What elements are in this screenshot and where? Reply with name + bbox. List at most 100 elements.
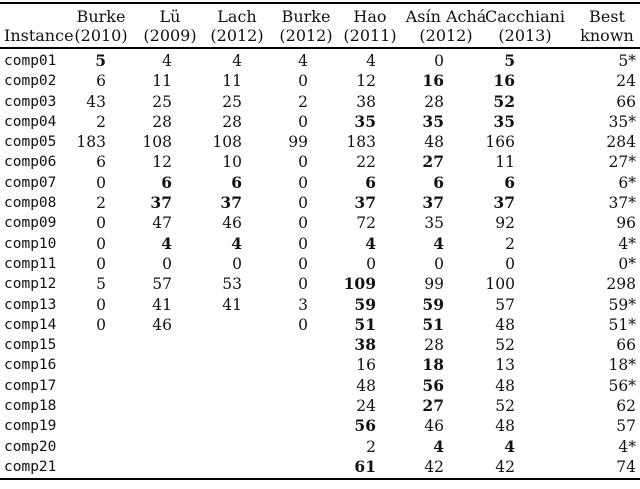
bottom-rule xyxy=(0,478,640,480)
value-cell: 62 xyxy=(616,397,636,416)
table-header: Instance Burke (2010) Lü (2009) Lach (2012) Bu… xyxy=(0,0,640,47)
value-cell: 6 xyxy=(231,172,242,192)
value-cell xyxy=(176,355,246,375)
value-cell: 52 xyxy=(495,397,515,416)
value-cell: 4 xyxy=(504,436,515,456)
instance-label: comp05 xyxy=(4,134,57,151)
table-row: comp05 183 108 108 99 183 48 166 284 xyxy=(0,132,640,152)
value-cell xyxy=(72,416,110,436)
column-header: Best known xyxy=(580,7,634,45)
instance-label: comp11 xyxy=(4,255,57,272)
table-row: comp17 48 56 48 56* xyxy=(0,376,640,396)
column-header-line1: Burke xyxy=(76,7,126,26)
value-cell: 27 xyxy=(422,152,444,172)
value-cell: 46 xyxy=(222,214,242,233)
column-header: Cacchiani (2013) xyxy=(485,7,565,45)
value-cell: 0 xyxy=(434,52,444,70)
column-header-instance: Instance xyxy=(4,26,74,45)
value-cell: 0 xyxy=(434,254,444,273)
value-cell: 2 xyxy=(366,437,376,456)
value-cell: 0 xyxy=(96,254,106,273)
table-row: comp11 0 0 0 0 0 0 0 0* xyxy=(0,254,640,274)
value-cell: 6 xyxy=(365,172,376,192)
value-cell: 57 xyxy=(616,417,636,436)
value-cell: 24 xyxy=(616,72,636,91)
value-cell xyxy=(246,335,312,355)
instance-label: comp15 xyxy=(4,337,57,354)
column-header: Burke (2012) xyxy=(279,7,332,45)
value-cell: 4 xyxy=(433,436,444,456)
value-cell: 0 xyxy=(505,254,515,273)
instance-label: comp18 xyxy=(4,398,57,415)
value-cell: 16 xyxy=(493,71,515,91)
value-cell: 0 xyxy=(298,112,308,131)
value-cell: 59 xyxy=(354,294,376,314)
value-cell xyxy=(246,437,312,457)
value-cell: 2 xyxy=(96,112,106,131)
value-cell: 47 xyxy=(152,214,172,233)
column-header-line2: (2012) xyxy=(419,26,473,45)
table-row: comp06 6 12 10 0 22 27 11 27* xyxy=(0,152,640,172)
value-cell xyxy=(110,396,176,416)
table-row: comp19 56 46 48 57 xyxy=(0,416,640,436)
value-cell: 3 xyxy=(298,295,308,314)
value-cell xyxy=(72,335,110,355)
value-cell xyxy=(72,355,110,375)
value-cell xyxy=(72,457,110,477)
value-cell: 4 xyxy=(161,233,172,253)
value-cell: 25 xyxy=(152,92,172,111)
value-cell: 37 xyxy=(150,193,172,213)
value-cell: 18 xyxy=(422,355,444,375)
table-row: comp20 2 4 4 4* xyxy=(0,437,640,457)
value-cell: 51 xyxy=(422,314,444,334)
value-cell: 74 xyxy=(616,457,636,476)
value-cell xyxy=(72,396,110,416)
value-cell: 6 xyxy=(504,172,515,192)
table-row: comp13 0 41 41 3 59 59 57 59* xyxy=(0,295,640,315)
value-cell: 0 xyxy=(298,254,308,273)
value-cell: 59 xyxy=(422,294,444,314)
value-cell: 0 xyxy=(96,173,106,192)
value-cell: 108 xyxy=(212,133,242,152)
table-row: comp03 43 25 25 2 38 28 52 66 xyxy=(0,92,640,112)
value-cell: 41 xyxy=(222,295,242,314)
top-rule xyxy=(0,2,640,4)
instance-label: comp02 xyxy=(4,73,57,90)
value-cell: 284 xyxy=(606,133,636,152)
column-header: Burke (2010) xyxy=(74,7,127,45)
instance-label: comp19 xyxy=(4,418,57,435)
table-row: comp10 0 4 4 0 4 4 2 4* xyxy=(0,234,640,254)
value-cell: 0 xyxy=(162,254,172,273)
table-row: comp18 24 27 52 62 xyxy=(0,396,640,416)
value-cell: 6 xyxy=(433,172,444,192)
value-cell: 0 xyxy=(96,295,106,314)
value-cell: 35* xyxy=(608,112,636,131)
column-header-line1: Burke xyxy=(281,7,331,26)
value-cell xyxy=(176,396,246,416)
column-header: Lach (2012) xyxy=(210,7,263,45)
column-header-line2: (2012) xyxy=(210,26,264,45)
value-cell: 28 xyxy=(222,112,242,131)
instance-label: comp17 xyxy=(4,377,57,394)
value-cell xyxy=(246,457,312,477)
instance-label: comp12 xyxy=(4,276,57,293)
value-cell: 46 xyxy=(152,315,172,334)
value-cell: 48 xyxy=(495,315,515,334)
value-cell: 4 xyxy=(433,233,444,253)
value-cell: 5 xyxy=(504,51,515,70)
column-header-line2: (2011) xyxy=(343,26,397,45)
value-cell: 42 xyxy=(495,457,515,476)
value-cell: 99 xyxy=(424,275,444,294)
table-row: comp21 61 42 42 74 xyxy=(0,457,640,477)
value-cell: 4 xyxy=(232,52,242,70)
value-cell: 46 xyxy=(424,417,444,436)
value-cell: 28 xyxy=(424,92,444,111)
column-header-line1: Asín Achá xyxy=(405,7,487,26)
value-cell: 57 xyxy=(495,295,515,314)
value-cell: 18* xyxy=(608,356,636,375)
column-header: Lü (2009) xyxy=(143,7,196,45)
value-cell: 99 xyxy=(288,133,308,152)
value-cell: 11 xyxy=(152,72,172,91)
instance-label: comp09 xyxy=(4,215,57,232)
value-cell: 35 xyxy=(422,111,444,131)
